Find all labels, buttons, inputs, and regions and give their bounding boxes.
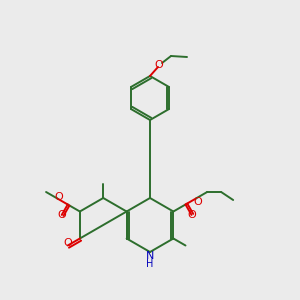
Text: O: O [63, 238, 72, 248]
Text: H: H [146, 259, 154, 269]
Text: O: O [57, 210, 66, 220]
Text: N: N [146, 251, 154, 261]
Text: O: O [54, 192, 63, 202]
Text: O: O [154, 60, 164, 70]
Text: O: O [194, 197, 202, 207]
Text: O: O [187, 210, 196, 220]
